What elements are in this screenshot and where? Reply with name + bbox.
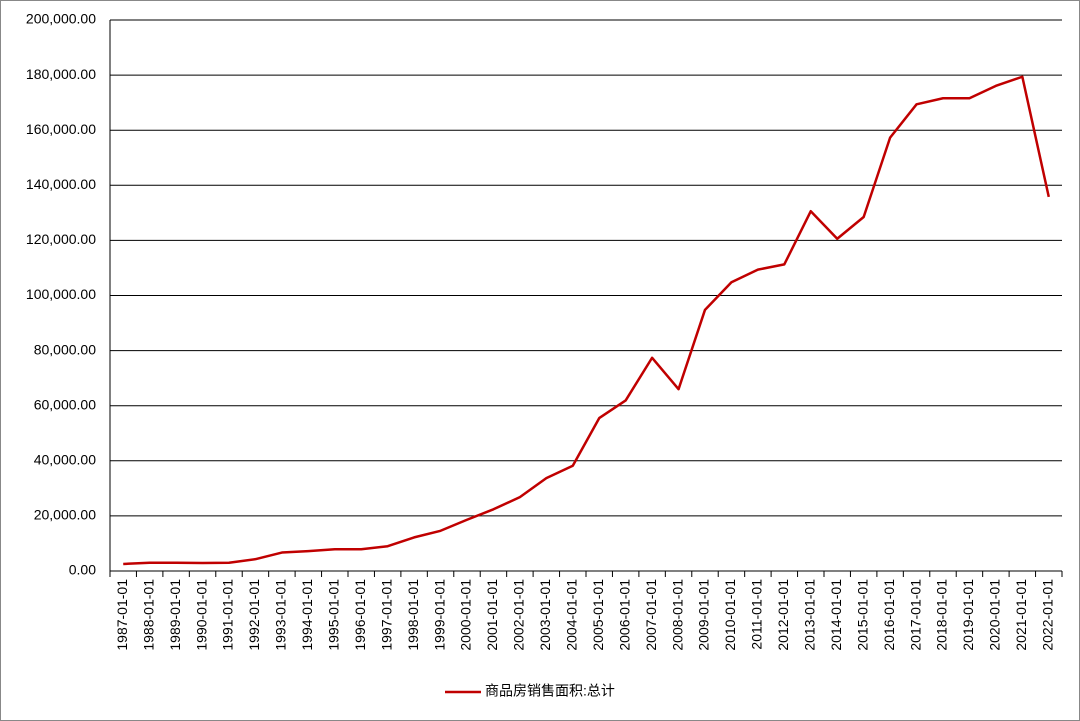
x-tick-label: 2021-01-01 [1013, 579, 1029, 651]
x-tick-label: 1989-01-01 [167, 579, 183, 651]
x-tick-label: 2005-01-01 [590, 579, 606, 651]
x-tick-label: 2010-01-01 [722, 579, 738, 651]
y-tick-label: 0.00 [69, 562, 96, 578]
x-tick-label: 2012-01-01 [775, 579, 791, 651]
legend-label: 商品房销售面积:总计 [485, 683, 615, 699]
x-tick-label: 2014-01-01 [828, 579, 844, 651]
x-tick-label: 2008-01-01 [669, 579, 685, 651]
x-tick-label: 1997-01-01 [378, 579, 394, 651]
x-tick-label: 2006-01-01 [616, 579, 632, 651]
y-tick-label: 80,000.00 [34, 341, 96, 357]
x-tick-label: 2017-01-01 [907, 579, 923, 651]
y-tick-label: 140,000.00 [26, 176, 96, 192]
x-tick-label: 1996-01-01 [352, 579, 368, 651]
x-tick-label: 1991-01-01 [220, 579, 236, 651]
x-tick-label: 2007-01-01 [643, 579, 659, 651]
y-tick-label: 20,000.00 [34, 507, 96, 523]
x-tick-label: 2019-01-01 [960, 579, 976, 651]
y-tick-label: 180,000.00 [26, 66, 96, 82]
x-tick-label: 1998-01-01 [405, 579, 421, 651]
x-tick-label: 2020-01-01 [987, 579, 1003, 651]
x-tick-label: 2001-01-01 [484, 579, 500, 651]
y-tick-label: 160,000.00 [26, 121, 96, 137]
y-tick-label: 40,000.00 [34, 452, 96, 468]
x-tick-label: 1987-01-01 [114, 579, 130, 651]
y-tick-label: 200,000.00 [26, 11, 96, 27]
x-tick-label: 1995-01-01 [325, 579, 341, 651]
y-tick-label: 120,000.00 [26, 231, 96, 247]
x-tick-label: 2002-01-01 [511, 579, 527, 651]
y-tick-label: 100,000.00 [26, 286, 96, 302]
x-tick-label: 1990-01-01 [193, 579, 209, 651]
x-tick-label: 2011-01-01 [749, 579, 765, 650]
line-series [123, 75, 1050, 566]
x-tick-label: 2000-01-01 [458, 579, 474, 651]
y-tick-label: 60,000.00 [34, 396, 96, 412]
x-tick-label: 1999-01-01 [431, 579, 447, 651]
x-tick-label: 2004-01-01 [563, 579, 579, 651]
x-tick-label: 2015-01-01 [854, 579, 870, 651]
x-tick-label: 1994-01-01 [299, 579, 315, 651]
x-tick-label: 2022-01-01 [1039, 579, 1055, 651]
x-tick-label: 1988-01-01 [140, 579, 156, 651]
x-tick-label: 2013-01-01 [801, 579, 817, 651]
x-tick-label: 2018-01-01 [934, 579, 950, 651]
x-tick-label: 1992-01-01 [246, 579, 262, 651]
x-tick-label: 2009-01-01 [696, 579, 712, 651]
x-tick-label: 1993-01-01 [273, 579, 289, 651]
x-tick-label: 2016-01-01 [881, 579, 897, 651]
x-tick-label: 2003-01-01 [537, 579, 553, 651]
